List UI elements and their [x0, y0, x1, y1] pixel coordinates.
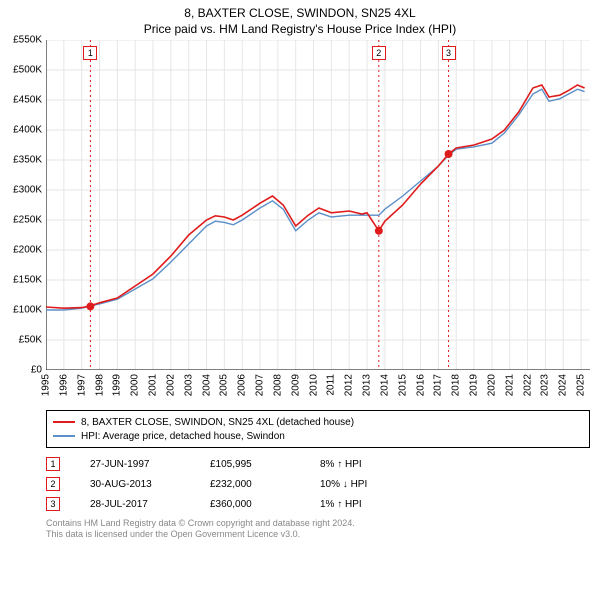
- transaction-diff: 8% ↑ HPI: [320, 459, 362, 470]
- chart-svg: [46, 40, 590, 370]
- x-tick-label: 2018: [451, 374, 462, 396]
- transaction-marker-cell: 3: [46, 497, 60, 511]
- x-tick-label: 1995: [41, 374, 52, 396]
- y-tick-label: £550K: [13, 35, 42, 46]
- y-tick-label: £350K: [13, 155, 42, 166]
- x-tick-label: 2020: [486, 374, 497, 396]
- y-tick-label: £300K: [13, 185, 42, 196]
- footer-line-1: Contains HM Land Registry data © Crown c…: [46, 518, 590, 529]
- transaction-date: 30-AUG-2013: [90, 479, 210, 490]
- footer-attribution: Contains HM Land Registry data © Crown c…: [46, 518, 590, 541]
- transaction-price: £360,000: [210, 499, 320, 510]
- x-tick-label: 2021: [504, 374, 515, 396]
- x-tick-label: 2023: [540, 374, 551, 396]
- x-tick-label: 2013: [362, 374, 373, 396]
- transaction-marker: 2: [372, 46, 386, 60]
- x-tick-label: 2024: [558, 374, 569, 396]
- transaction-price: £105,995: [210, 459, 320, 470]
- legend-item: 8, BAXTER CLOSE, SWINDON, SN25 4XL (deta…: [53, 415, 583, 429]
- x-tick-label: 2016: [415, 374, 426, 396]
- chart-area: £0£50K£100K£150K£200K£250K£300K£350K£400…: [46, 40, 590, 370]
- x-tick-label: 2007: [255, 374, 266, 396]
- transaction-marker-cell: 2: [46, 477, 60, 491]
- transaction-row: 2 30-AUG-2013£232,00010% ↓ HPI: [46, 474, 590, 494]
- transaction-diff: 10% ↓ HPI: [320, 479, 367, 490]
- x-tick-label: 2004: [201, 374, 212, 396]
- footer-line-2: This data is licensed under the Open Gov…: [46, 529, 590, 540]
- y-tick-label: £450K: [13, 95, 42, 106]
- transaction-date: 27-JUN-1997: [90, 459, 210, 470]
- x-tick-label: 2006: [237, 374, 248, 396]
- x-tick-label: 2025: [576, 374, 587, 396]
- x-tick-label: 2019: [469, 374, 480, 396]
- legend-swatch: [53, 421, 75, 423]
- transaction-marker: 1: [83, 46, 97, 60]
- x-tick-label: 2005: [219, 374, 230, 396]
- transaction-date: 28-JUL-2017: [90, 499, 210, 510]
- y-tick-label: £150K: [13, 275, 42, 286]
- transaction-diff: 1% ↑ HPI: [320, 499, 362, 510]
- chart-title-address: 8, BAXTER CLOSE, SWINDON, SN25 4XL: [0, 6, 600, 20]
- x-tick-label: 2009: [290, 374, 301, 396]
- y-tick-label: £200K: [13, 245, 42, 256]
- y-tick-label: £50K: [19, 335, 42, 346]
- transaction-row: 3 28-JUL-2017£360,0001% ↑ HPI: [46, 494, 590, 514]
- legend-label: 8, BAXTER CLOSE, SWINDON, SN25 4XL (deta…: [81, 417, 354, 428]
- x-tick-label: 2010: [308, 374, 319, 396]
- x-tick-label: 2017: [433, 374, 444, 396]
- x-tick-label: 2001: [148, 374, 159, 396]
- x-tick-label: 2002: [165, 374, 176, 396]
- y-tick-label: £500K: [13, 65, 42, 76]
- transaction-price: £232,000: [210, 479, 320, 490]
- x-tick-label: 1996: [58, 374, 69, 396]
- y-tick-label: £400K: [13, 125, 42, 136]
- transaction-table: 1 27-JUN-1997£105,9958% ↑ HPI 2 30-AUG-2013…: [46, 454, 590, 514]
- x-tick-label: 1998: [94, 374, 105, 396]
- x-tick-label: 2003: [183, 374, 194, 396]
- legend-label: HPI: Average price, detached house, Swin…: [81, 431, 285, 442]
- x-tick-label: 1997: [76, 374, 87, 396]
- x-tick-label: 2000: [130, 374, 141, 396]
- chart-title-sub: Price paid vs. HM Land Registry's House …: [0, 22, 600, 36]
- transaction-row: 1 27-JUN-1997£105,9958% ↑ HPI: [46, 454, 590, 474]
- y-tick-label: £100K: [13, 305, 42, 316]
- transaction-marker-cell: 1: [46, 457, 60, 471]
- legend: 8, BAXTER CLOSE, SWINDON, SN25 4XL (deta…: [46, 410, 590, 448]
- x-tick-label: 2008: [272, 374, 283, 396]
- y-tick-label: £250K: [13, 215, 42, 226]
- x-tick-label: 2022: [522, 374, 533, 396]
- x-tick-label: 2015: [397, 374, 408, 396]
- x-tick-label: 1999: [112, 374, 123, 396]
- legend-swatch: [53, 435, 75, 437]
- x-tick-label: 2011: [326, 374, 337, 396]
- legend-item: HPI: Average price, detached house, Swin…: [53, 429, 583, 443]
- x-tick-label: 2012: [344, 374, 355, 396]
- transaction-marker: 3: [442, 46, 456, 60]
- x-tick-label: 2014: [379, 374, 390, 396]
